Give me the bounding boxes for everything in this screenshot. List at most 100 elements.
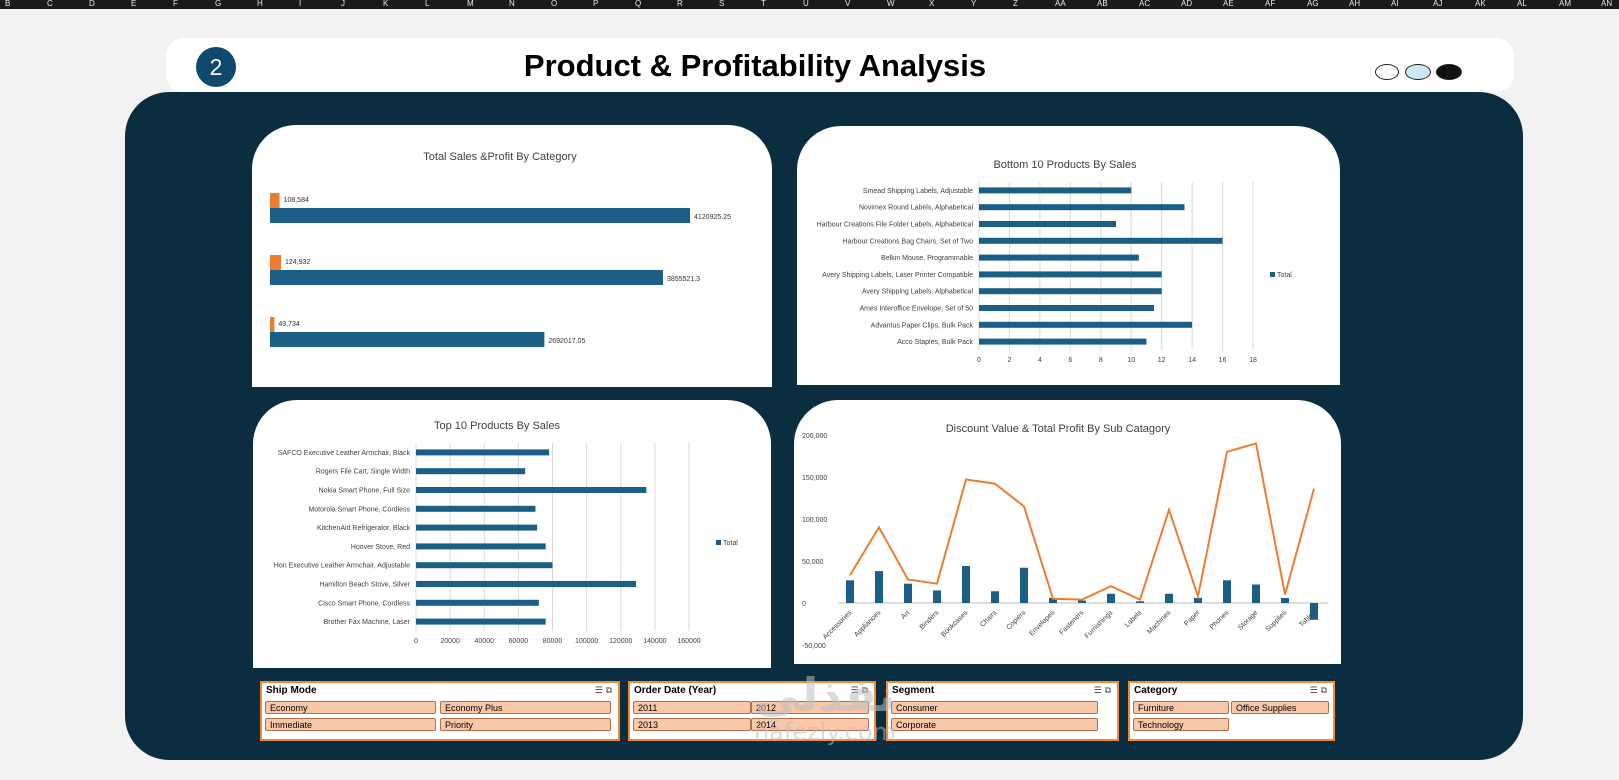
column-header-AL[interactable]: AL: [1517, 0, 1527, 8]
slicer-order-date-year: Order Date (Year) ☰ ⧉ 2011 2012 2013 2014: [628, 681, 876, 741]
slicer-item[interactable]: Furniture: [1133, 701, 1229, 714]
bar: [416, 599, 539, 606]
x-tick-label: 2: [1007, 357, 1011, 364]
slicer-segment: Segment ☰ ⧉ Consumer Corporate: [886, 681, 1119, 741]
chart-title: Top 10 Products By Sales: [434, 420, 560, 432]
x-tick-label: 6: [1068, 357, 1072, 364]
column-header-N[interactable]: N: [509, 0, 515, 8]
slicer-multiselect-clear-filter-icons[interactable]: ☰ ⧉: [1093, 686, 1111, 696]
bar: [979, 271, 1162, 278]
bar: [979, 305, 1155, 311]
y-tick-label: 200,000: [802, 433, 827, 440]
category-label: KitchenAid Refrigerator, Black: [317, 525, 410, 532]
discount-bar: [1252, 584, 1260, 603]
chart-card-sales-profit-category: Total Sales &Profit By Category 108,584 41…: [252, 125, 772, 387]
column-header-V[interactable]: V: [845, 0, 851, 8]
column-header-J[interactable]: J: [341, 0, 345, 8]
column-header-AA[interactable]: AA: [1055, 0, 1066, 8]
column-header-T[interactable]: T: [761, 0, 766, 8]
slicer-item[interactable]: Economy: [265, 701, 436, 714]
sales-bar: [270, 208, 690, 223]
slicer-item[interactable]: 2013: [633, 718, 751, 731]
column-header-R[interactable]: R: [677, 0, 683, 8]
x-tick-label: 14: [1188, 357, 1196, 364]
discount-bar: [875, 571, 883, 603]
column-header-M[interactable]: M: [467, 0, 474, 8]
profit-bar: [270, 193, 280, 208]
slicer-item[interactable]: Corporate: [891, 718, 1098, 731]
category-label: Advantus Paper Clips, Bulk Pack: [871, 322, 974, 329]
column-header-Q[interactable]: Q: [635, 0, 642, 8]
column-header-E[interactable]: E: [131, 0, 137, 8]
column-header-U[interactable]: U: [803, 0, 809, 8]
column-header-AN[interactable]: AN: [1601, 0, 1613, 8]
discount-bar: [846, 580, 854, 603]
x-tick-label: 80000: [543, 638, 563, 645]
column-header-O[interactable]: O: [551, 0, 558, 8]
slicer-item[interactable]: Priority: [440, 718, 611, 731]
nav-dot-1[interactable]: [1375, 64, 1399, 80]
column-header-AK[interactable]: AK: [1475, 0, 1486, 8]
column-header-I[interactable]: I: [299, 0, 302, 8]
column-header-AB[interactable]: AB: [1097, 0, 1108, 8]
category-label: Phones: [1209, 609, 1231, 631]
category-label: Fasteners: [1058, 609, 1085, 636]
page-number-badge: 2: [196, 47, 236, 87]
slicer-multiselect-clear-filter-icons[interactable]: ☰ ⧉: [1309, 686, 1327, 696]
slicer-item[interactable]: Consumer: [891, 701, 1098, 714]
column-header-G[interactable]: G: [215, 0, 222, 8]
column-header-AF[interactable]: AF: [1265, 0, 1276, 8]
profit-bar: [270, 255, 281, 270]
column-header-AC[interactable]: AC: [1139, 0, 1151, 8]
column-header-Z[interactable]: Z: [1013, 0, 1018, 8]
bar: [416, 618, 546, 625]
column-header-D[interactable]: D: [89, 0, 95, 8]
sales-bar: [270, 332, 545, 347]
column-header-K[interactable]: K: [383, 0, 389, 8]
discount-bar: [1194, 597, 1202, 603]
column-header-AI[interactable]: AI: [1391, 0, 1399, 8]
slicer-multiselect-clear-filter-icons[interactable]: ☰ ⧉: [594, 686, 612, 696]
discount-bar: [1020, 567, 1028, 603]
nav-dot-2[interactable]: [1405, 64, 1431, 80]
column-header-AM[interactable]: AM: [1559, 0, 1571, 8]
legend-label: Total: [1277, 272, 1292, 279]
column-header-AJ[interactable]: AJ: [1433, 0, 1443, 8]
y-tick-label: 0: [802, 601, 806, 608]
nav-dot-3[interactable]: [1436, 64, 1462, 80]
column-header-AH[interactable]: AH: [1349, 0, 1361, 8]
y-tick-label: -50,000: [802, 643, 826, 650]
profit-data-label: 49,734: [278, 321, 300, 328]
bar: [979, 204, 1185, 211]
column-header-B[interactable]: B: [5, 0, 11, 8]
column-header-Y[interactable]: Y: [971, 0, 977, 8]
column-header-W[interactable]: W: [887, 0, 895, 8]
column-header-AD[interactable]: AD: [1181, 0, 1193, 8]
chart-title: Total Sales &Profit By Category: [423, 151, 577, 163]
category-label: Labels: [1124, 609, 1144, 629]
column-header-S[interactable]: S: [719, 0, 725, 8]
slicer-item[interactable]: Immediate: [265, 718, 436, 731]
slicer-item[interactable]: Economy Plus: [440, 701, 611, 714]
bar: [416, 524, 538, 531]
column-header-P[interactable]: P: [593, 0, 599, 8]
column-header-AE[interactable]: AE: [1223, 0, 1234, 8]
category-label: Harbour Creations Bag Chairs, Set of Two: [842, 238, 973, 245]
slicer-item[interactable]: 2014: [751, 718, 869, 731]
slicer-item[interactable]: Office Supplies: [1231, 701, 1329, 714]
column-header-F[interactable]: F: [173, 0, 178, 8]
slicer-title: Category: [1134, 685, 1178, 696]
column-header-H[interactable]: H: [257, 0, 263, 8]
x-tick-label: 140000: [643, 638, 666, 645]
category-label: Brother Fax Machine, Laser: [324, 619, 411, 626]
slicer-multiselect-clear-filter-icons[interactable]: ☰ ⧉: [850, 686, 868, 696]
slicer-item[interactable]: Technology: [1133, 718, 1229, 731]
slicer-item[interactable]: 2012: [751, 701, 869, 714]
column-header-AG[interactable]: AG: [1307, 0, 1319, 8]
column-header-L[interactable]: L: [425, 0, 430, 8]
column-header-C[interactable]: C: [47, 0, 53, 8]
legend-marker: [1270, 272, 1275, 277]
bar: [416, 487, 647, 493]
column-header-X[interactable]: X: [929, 0, 935, 8]
slicer-item[interactable]: 2011: [633, 701, 751, 714]
